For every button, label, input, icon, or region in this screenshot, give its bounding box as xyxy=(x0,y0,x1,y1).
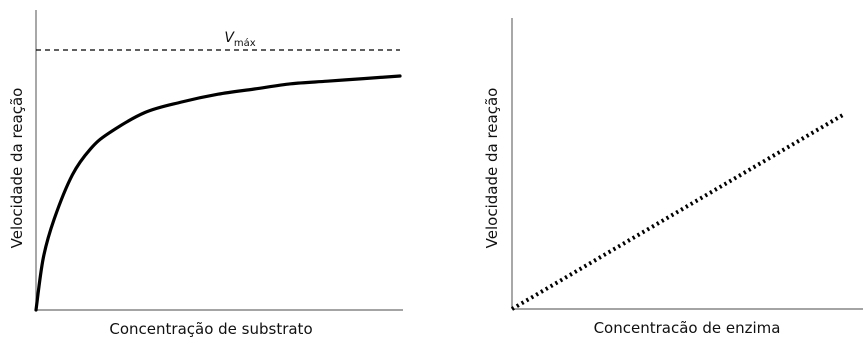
vmax-label-sub: máx xyxy=(234,37,256,49)
linear-dotted-line xyxy=(510,111,847,311)
y-axis-title-substrate: Velocidade da reação xyxy=(8,88,26,249)
y-axis-title-enzyme: Velocidade da reação xyxy=(483,88,501,249)
chart-substrate: Vmáx Concentração de substrato Velocidad… xyxy=(8,10,403,338)
vmax-label-main: V xyxy=(224,30,235,46)
vmax-label: Vmáx xyxy=(224,30,255,49)
x-axis-title-substrate: Concentração de substrato xyxy=(109,320,312,338)
chart-enzyme: Concentracão de enzima Velocidade da rea… xyxy=(483,18,863,337)
x-axis-title-enzyme: Concentracão de enzima xyxy=(594,319,781,337)
saturation-curve xyxy=(34,74,402,312)
